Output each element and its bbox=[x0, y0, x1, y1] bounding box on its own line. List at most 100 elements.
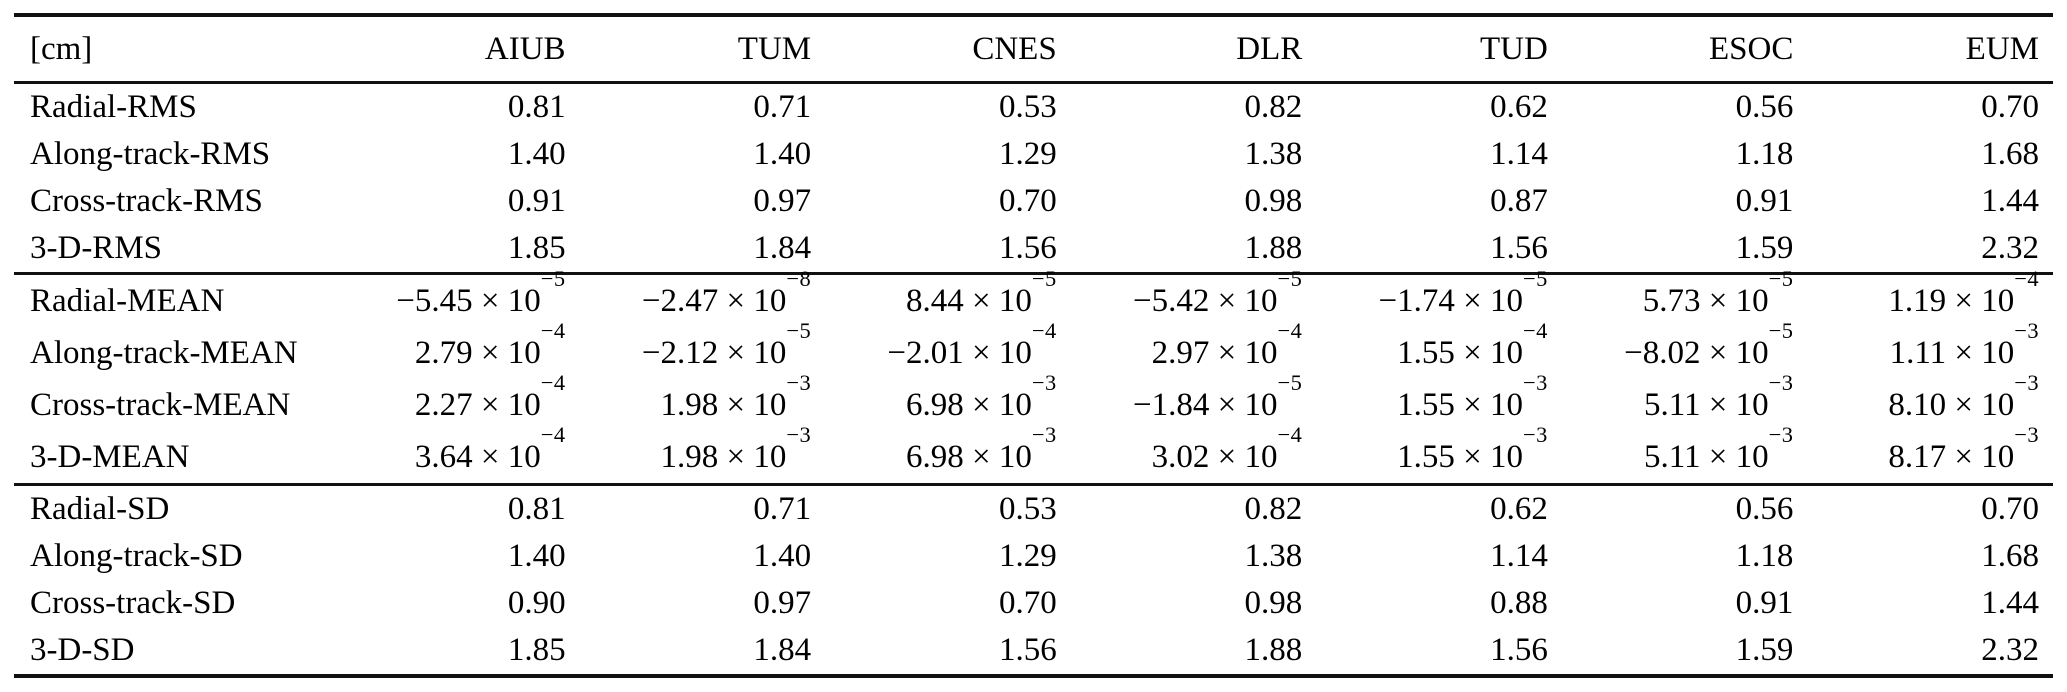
sci-exponent: −5 bbox=[1031, 266, 1057, 292]
sci-exponent: −3 bbox=[1031, 422, 1057, 448]
value-cell: 1.40 bbox=[507, 538, 566, 574]
sci-mantissa: −2.12 bbox=[641, 334, 719, 371]
value-cell: 0.81 bbox=[507, 89, 566, 125]
table-row: Along-track-MEAN 2.79 × 10−4 −2.12 × 10−5−… bbox=[14, 319, 2053, 379]
sci-times-ten: × 10 bbox=[1209, 282, 1278, 319]
sci-times-ten: × 10 bbox=[963, 282, 1032, 319]
row-label: Cross-track-RMS bbox=[30, 183, 263, 219]
value-cell: 0.70 bbox=[1981, 89, 2039, 125]
sci-times-ten: × 10 bbox=[1209, 438, 1278, 475]
sci-exponent: −3 bbox=[2014, 370, 2039, 396]
sci-times-ten: × 10 bbox=[1700, 282, 1769, 319]
sci-times-ten: × 10 bbox=[718, 386, 787, 423]
column-header-cnes: CNES bbox=[825, 15, 1071, 84]
value-cell: 1.44 bbox=[1981, 183, 2039, 219]
value-cell: 1.19 × 10−4 bbox=[1807, 267, 2053, 328]
table-row: Along-track-RMS 1.40 1.40 1.29 1.38 1.14 1.18 1… bbox=[14, 131, 2053, 178]
value-cell: −2.47 × 10−8 bbox=[580, 267, 826, 328]
value-cell: −8.02 × 10−5 bbox=[1562, 319, 1808, 379]
value-cell: 1.55 × 10−3 bbox=[1316, 423, 1562, 485]
value-cell: 1.56 bbox=[998, 230, 1057, 266]
row-label: Radial-MEAN bbox=[30, 282, 225, 319]
sci-times-ten: × 10 bbox=[718, 282, 787, 319]
sci-exponent: −5 bbox=[1523, 266, 1548, 292]
table-row: 3-D-MEAN 3.64 × 10−4 1.98 × 10−3 6.98 × 10−… bbox=[14, 423, 2053, 485]
value-cell: 0.62 bbox=[1490, 491, 1548, 527]
value-cell: 1.56 bbox=[998, 632, 1057, 668]
sci-exponent: −4 bbox=[1031, 318, 1057, 344]
sci-exponent: −3 bbox=[1768, 422, 1794, 448]
row-label: Along-track-SD bbox=[30, 538, 243, 574]
value-cell: 5.11 × 10−3 bbox=[1562, 371, 1808, 431]
value-cell: −2.12 × 10−5 bbox=[580, 319, 826, 379]
table-row: Cross-track-RMS 0.91 0.97 0.70 0.98 0.87 0.91 1… bbox=[14, 178, 2053, 225]
value-cell: 0.56 bbox=[1735, 491, 1794, 527]
sci-exponent: −5 bbox=[786, 318, 812, 344]
value-cell: 0.70 bbox=[998, 183, 1057, 219]
value-cell: 0.53 bbox=[998, 491, 1057, 527]
sci-mantissa: 1.19 bbox=[1888, 282, 1947, 319]
value-cell: 1.98 × 10−3 bbox=[580, 423, 826, 485]
value-cell: −2.01 × 10−4 bbox=[825, 319, 1071, 379]
sci-exponent: −4 bbox=[1277, 318, 1303, 344]
sci-mantissa: 3.02 bbox=[1151, 438, 1210, 475]
sci-exponent: −4 bbox=[540, 370, 566, 396]
value-cell: 0.56 bbox=[1735, 89, 1794, 125]
sci-mantissa: 1.11 bbox=[1889, 334, 1947, 371]
sci-exponent: −8 bbox=[786, 266, 812, 292]
value-cell: 2.27 × 10−4 bbox=[334, 371, 580, 431]
sci-mantissa: 8.44 bbox=[906, 282, 964, 319]
value-cell: 3.64 × 10−4 bbox=[334, 423, 580, 485]
sci-times-ten: × 10 bbox=[472, 334, 541, 371]
value-cell: 1.85 bbox=[507, 230, 566, 266]
value-cell: 0.88 bbox=[1490, 585, 1548, 621]
sci-mantissa: 6.98 bbox=[906, 438, 964, 475]
row-label: Along-track-MEAN bbox=[30, 334, 298, 371]
column-header-esoc: ESOC bbox=[1561, 15, 1808, 84]
table-row: Radial-MEAN −5.45 × 10−5 −2.47 × 10−8 8.44 … bbox=[14, 267, 2053, 328]
value-cell: 1.98 × 10−3 bbox=[580, 371, 826, 431]
sci-exponent: −3 bbox=[786, 370, 812, 396]
value-cell: 0.97 bbox=[753, 585, 812, 621]
table-row: Cross-track-MEAN 2.27 × 10−4 1.98 × 10−3 6.… bbox=[14, 371, 2053, 431]
value-cell: 5.11 × 10−3 bbox=[1562, 423, 1808, 485]
row-label: 3-D-SD bbox=[30, 632, 135, 668]
sci-exponent: −3 bbox=[1523, 422, 1548, 448]
value-cell: 1.88 bbox=[1244, 230, 1303, 266]
value-cell: 1.40 bbox=[507, 136, 566, 172]
table-row: Radial-RMS 0.81 0.71 0.53 0.82 0.62 0.56 0.70 bbox=[14, 83, 2053, 132]
value-cell: 1.29 bbox=[998, 136, 1057, 172]
sci-times-ten: × 10 bbox=[1700, 386, 1769, 423]
value-cell: 1.56 bbox=[1490, 632, 1548, 668]
value-cell: −1.84 × 10−5 bbox=[1071, 371, 1317, 431]
value-cell: 2.97 × 10−4 bbox=[1071, 319, 1317, 379]
sci-times-ten: × 10 bbox=[1454, 386, 1524, 423]
sci-exponent: −4 bbox=[1277, 422, 1303, 448]
value-cell: 1.11 × 10−3 bbox=[1807, 319, 2053, 379]
sci-mantissa: 1.55 bbox=[1397, 334, 1455, 371]
value-cell: 1.59 bbox=[1735, 230, 1794, 266]
unit-header-cell: [cm] bbox=[14, 15, 334, 84]
value-cell: 0.98 bbox=[1244, 585, 1303, 621]
table-row: Cross-track-SD 0.90 0.97 0.70 0.98 0.88 0.91 1.… bbox=[14, 580, 2053, 627]
table-row: Radial-SD 0.81 0.71 0.53 0.82 0.62 0.56 0.70 bbox=[14, 485, 2053, 534]
sci-mantissa: 1.55 bbox=[1397, 386, 1455, 423]
sci-exponent: −5 bbox=[540, 266, 566, 292]
sci-times-ten: × 10 bbox=[1454, 438, 1524, 475]
value-cell: 1.14 bbox=[1490, 538, 1548, 574]
orbit-comparison-table: [cm] AIUB TUM CNES DLR TUD ESOC EUM Radial-RMS… bbox=[14, 13, 2053, 678]
sci-mantissa: −5.42 bbox=[1132, 282, 1210, 319]
value-cell: 1.29 bbox=[998, 538, 1057, 574]
sci-times-ten: × 10 bbox=[1700, 438, 1769, 475]
value-cell: −1.74 × 10−5 bbox=[1316, 267, 1562, 328]
sci-times-ten: × 10 bbox=[963, 386, 1032, 423]
sci-times-ten: × 10 bbox=[472, 386, 541, 423]
sci-exponent: −3 bbox=[1031, 370, 1057, 396]
sci-exponent: −5 bbox=[1277, 370, 1303, 396]
sci-mantissa: 3.64 bbox=[414, 438, 473, 475]
value-cell: 1.84 bbox=[753, 632, 812, 668]
value-cell: 1.44 bbox=[1981, 585, 2039, 621]
sci-times-ten: × 10 bbox=[1454, 334, 1524, 371]
value-cell: 0.53 bbox=[998, 89, 1057, 125]
